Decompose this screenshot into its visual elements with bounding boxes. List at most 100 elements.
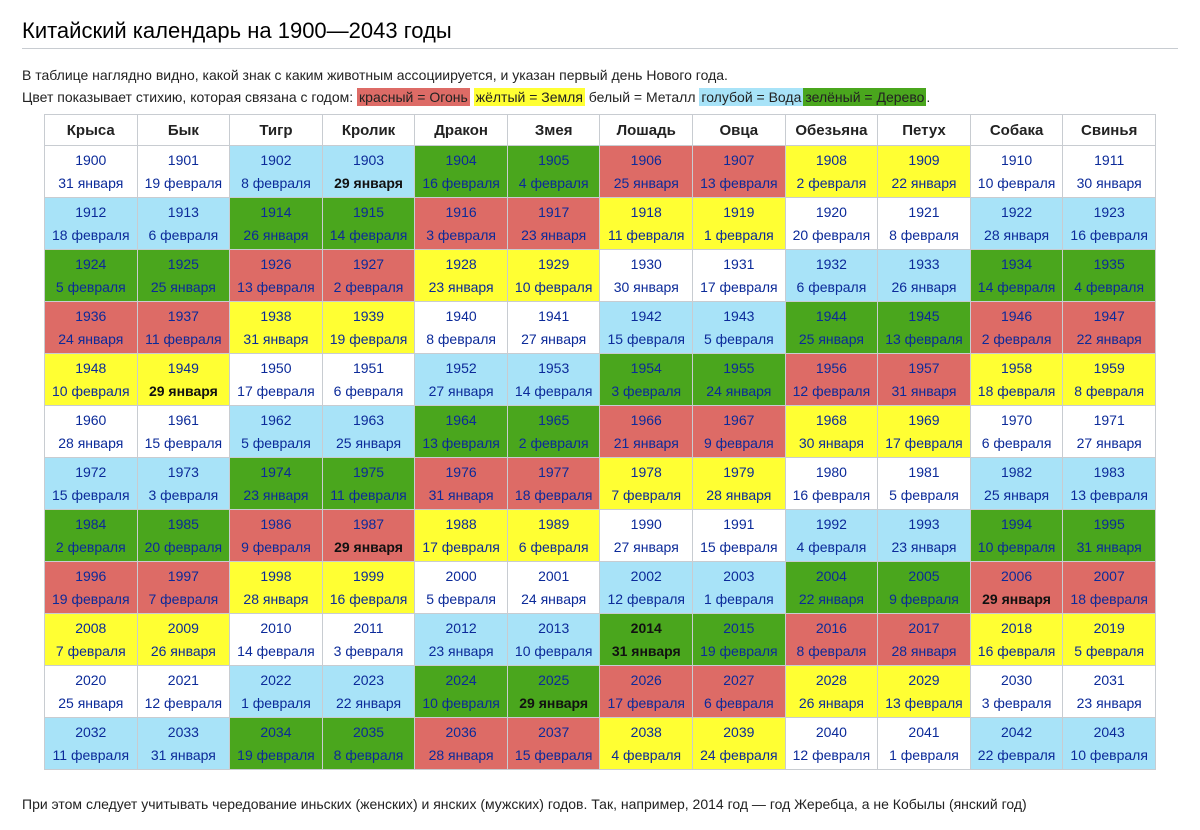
- column-header: Тигр: [229, 114, 323, 146]
- column-header: Обезьяна: [784, 114, 879, 146]
- new-year-date: 27 января: [1076, 434, 1142, 451]
- new-year-date: 7 февраля: [55, 642, 126, 659]
- year-cell: 2030 3 февраля: [969, 665, 1064, 718]
- calendar-table: Крыса Бык Тигр Кролик Дракон Змея Лошадь Овца Об…: [44, 114, 1156, 770]
- new-year-date: 6 февраля: [703, 694, 774, 711]
- year-number: 1920: [815, 203, 847, 220]
- year-cell: 1945 13 февраля: [877, 301, 971, 354]
- year-number: 1929: [538, 255, 570, 272]
- year-number: 2006: [1000, 567, 1033, 584]
- year-cell: 1981 5 февраля: [877, 457, 971, 510]
- year-cell: 1926 13 февраля: [229, 249, 323, 302]
- year-cell: 1980 16 февраля: [784, 457, 879, 510]
- year-number: 1971: [1093, 411, 1125, 428]
- year-cell: 1993 23 января: [877, 509, 971, 562]
- new-year-date: 29 января: [148, 382, 218, 399]
- new-year-date: 28 января: [706, 486, 772, 503]
- year-number: 1984: [75, 515, 107, 532]
- year-number: 1949: [167, 359, 199, 376]
- year-number: 2017: [908, 619, 940, 636]
- year-number: 1957: [908, 359, 940, 376]
- year-cell: 2015 19 февраля: [692, 613, 786, 666]
- year-number: 2031: [1093, 671, 1125, 688]
- new-year-date: 9 февраля: [703, 434, 774, 451]
- new-year-date: 31 января: [611, 642, 681, 659]
- new-year-date: 13 февраля: [422, 434, 500, 451]
- year-number: 1974: [260, 463, 292, 480]
- new-year-date: 31 января: [243, 330, 309, 347]
- year-number: 1907: [723, 151, 755, 168]
- year-number: 1944: [815, 307, 847, 324]
- year-cell: 2039 24 февраля: [692, 717, 786, 770]
- year-cell: 2013 10 февраля: [506, 613, 601, 666]
- new-year-date: 2 февраля: [796, 174, 867, 191]
- new-year-date: 5 февраля: [703, 330, 774, 347]
- new-year-date: 19 февраля: [700, 642, 778, 659]
- year-cell: 1937 11 февраля: [136, 301, 231, 354]
- year-number: 1936: [75, 307, 107, 324]
- year-number: 1905: [538, 151, 570, 168]
- year-number: 1924: [75, 255, 107, 272]
- new-year-date: 11 февраля: [145, 330, 222, 347]
- year-cell: 2018 16 февраля: [969, 613, 1064, 666]
- year-cell: 1905 4 февраля: [506, 145, 601, 198]
- new-year-date: 12 февраля: [607, 590, 686, 607]
- year-number: 2020: [75, 671, 107, 688]
- year-number: 1981: [908, 463, 940, 480]
- year-cell: 1983 13 февраля: [1062, 457, 1156, 510]
- new-year-date: 9 февраля: [889, 590, 959, 607]
- new-year-date: 31 января: [891, 382, 957, 399]
- year-number: 1925: [167, 255, 199, 272]
- year-cell: 2002 12 февраля: [599, 561, 694, 614]
- new-year-date: 30 января: [798, 434, 864, 451]
- year-number: 2010: [260, 619, 292, 636]
- year-cell: 2036 28 января: [414, 717, 508, 770]
- year-number: 2028: [815, 671, 847, 688]
- intro-line-2: Цвет показывает стихию, которая связана …: [22, 86, 930, 108]
- table-row: 1924 5 февраля 1925 25 января 1926 13 февраля…: [44, 249, 1156, 302]
- year-number: 2041: [908, 723, 940, 740]
- year-number: 2014: [630, 619, 662, 636]
- new-year-date: 1 февраля: [703, 226, 774, 243]
- year-cell: 1997 7 февраля: [136, 561, 231, 614]
- year-cell: 2026 17 февраля: [599, 665, 694, 718]
- year-number: 1958: [1000, 359, 1033, 376]
- year-number: 1985: [167, 515, 199, 532]
- legend-metal: белый = Металл: [588, 89, 696, 105]
- year-number: 1954: [630, 359, 662, 376]
- year-cell: 1901 19 февраля: [136, 145, 231, 198]
- year-cell: 2042 22 февраля: [969, 717, 1064, 770]
- year-number: 2000: [445, 567, 477, 584]
- year-cell: 1939 19 февраля: [321, 301, 416, 354]
- new-year-date: 20 февраля: [144, 538, 223, 555]
- year-number: 1923: [1093, 203, 1125, 220]
- new-year-date: 11 февраля: [608, 226, 685, 243]
- year-cell: 1991 15 февраля: [692, 509, 786, 562]
- year-number: 1927: [352, 255, 385, 272]
- year-number: 1943: [723, 307, 755, 324]
- year-cell: 1949 29 января: [136, 353, 231, 406]
- year-number: 2039: [723, 723, 755, 740]
- year-cell: 1946 2 февраля: [969, 301, 1064, 354]
- legend-wood: зелёный = Дерево: [803, 88, 927, 106]
- year-cell: 1914 26 января: [229, 197, 323, 250]
- new-year-date: 12 февраля: [792, 746, 871, 763]
- year-number: 1972: [75, 463, 107, 480]
- new-year-date: 1 февраля: [889, 746, 959, 763]
- new-year-date: 19 февраля: [237, 746, 315, 763]
- new-year-date: 1 февраля: [241, 694, 311, 711]
- year-cell: 2011 3 февраля: [321, 613, 416, 666]
- year-number: 2015: [723, 619, 755, 636]
- year-cell: 1910 10 февраля: [969, 145, 1064, 198]
- new-year-date: 13 февраля: [885, 330, 963, 347]
- year-number: 1917: [538, 203, 570, 220]
- year-cell: 2007 18 февраля: [1062, 561, 1156, 614]
- intro-line-1: В таблице наглядно видно, какой знак с к…: [22, 67, 728, 83]
- year-cell: 1912 18 февраля: [44, 197, 138, 250]
- legend-prefix: Цвет показывает стихию, которая связана …: [22, 89, 354, 105]
- year-cell: 2035 8 февраля: [321, 717, 416, 770]
- new-year-date: 10 февраля: [977, 538, 1056, 555]
- new-year-date: 25 января: [58, 694, 124, 711]
- year-number: 1987: [352, 515, 385, 532]
- new-year-date: 2 февраля: [981, 330, 1052, 347]
